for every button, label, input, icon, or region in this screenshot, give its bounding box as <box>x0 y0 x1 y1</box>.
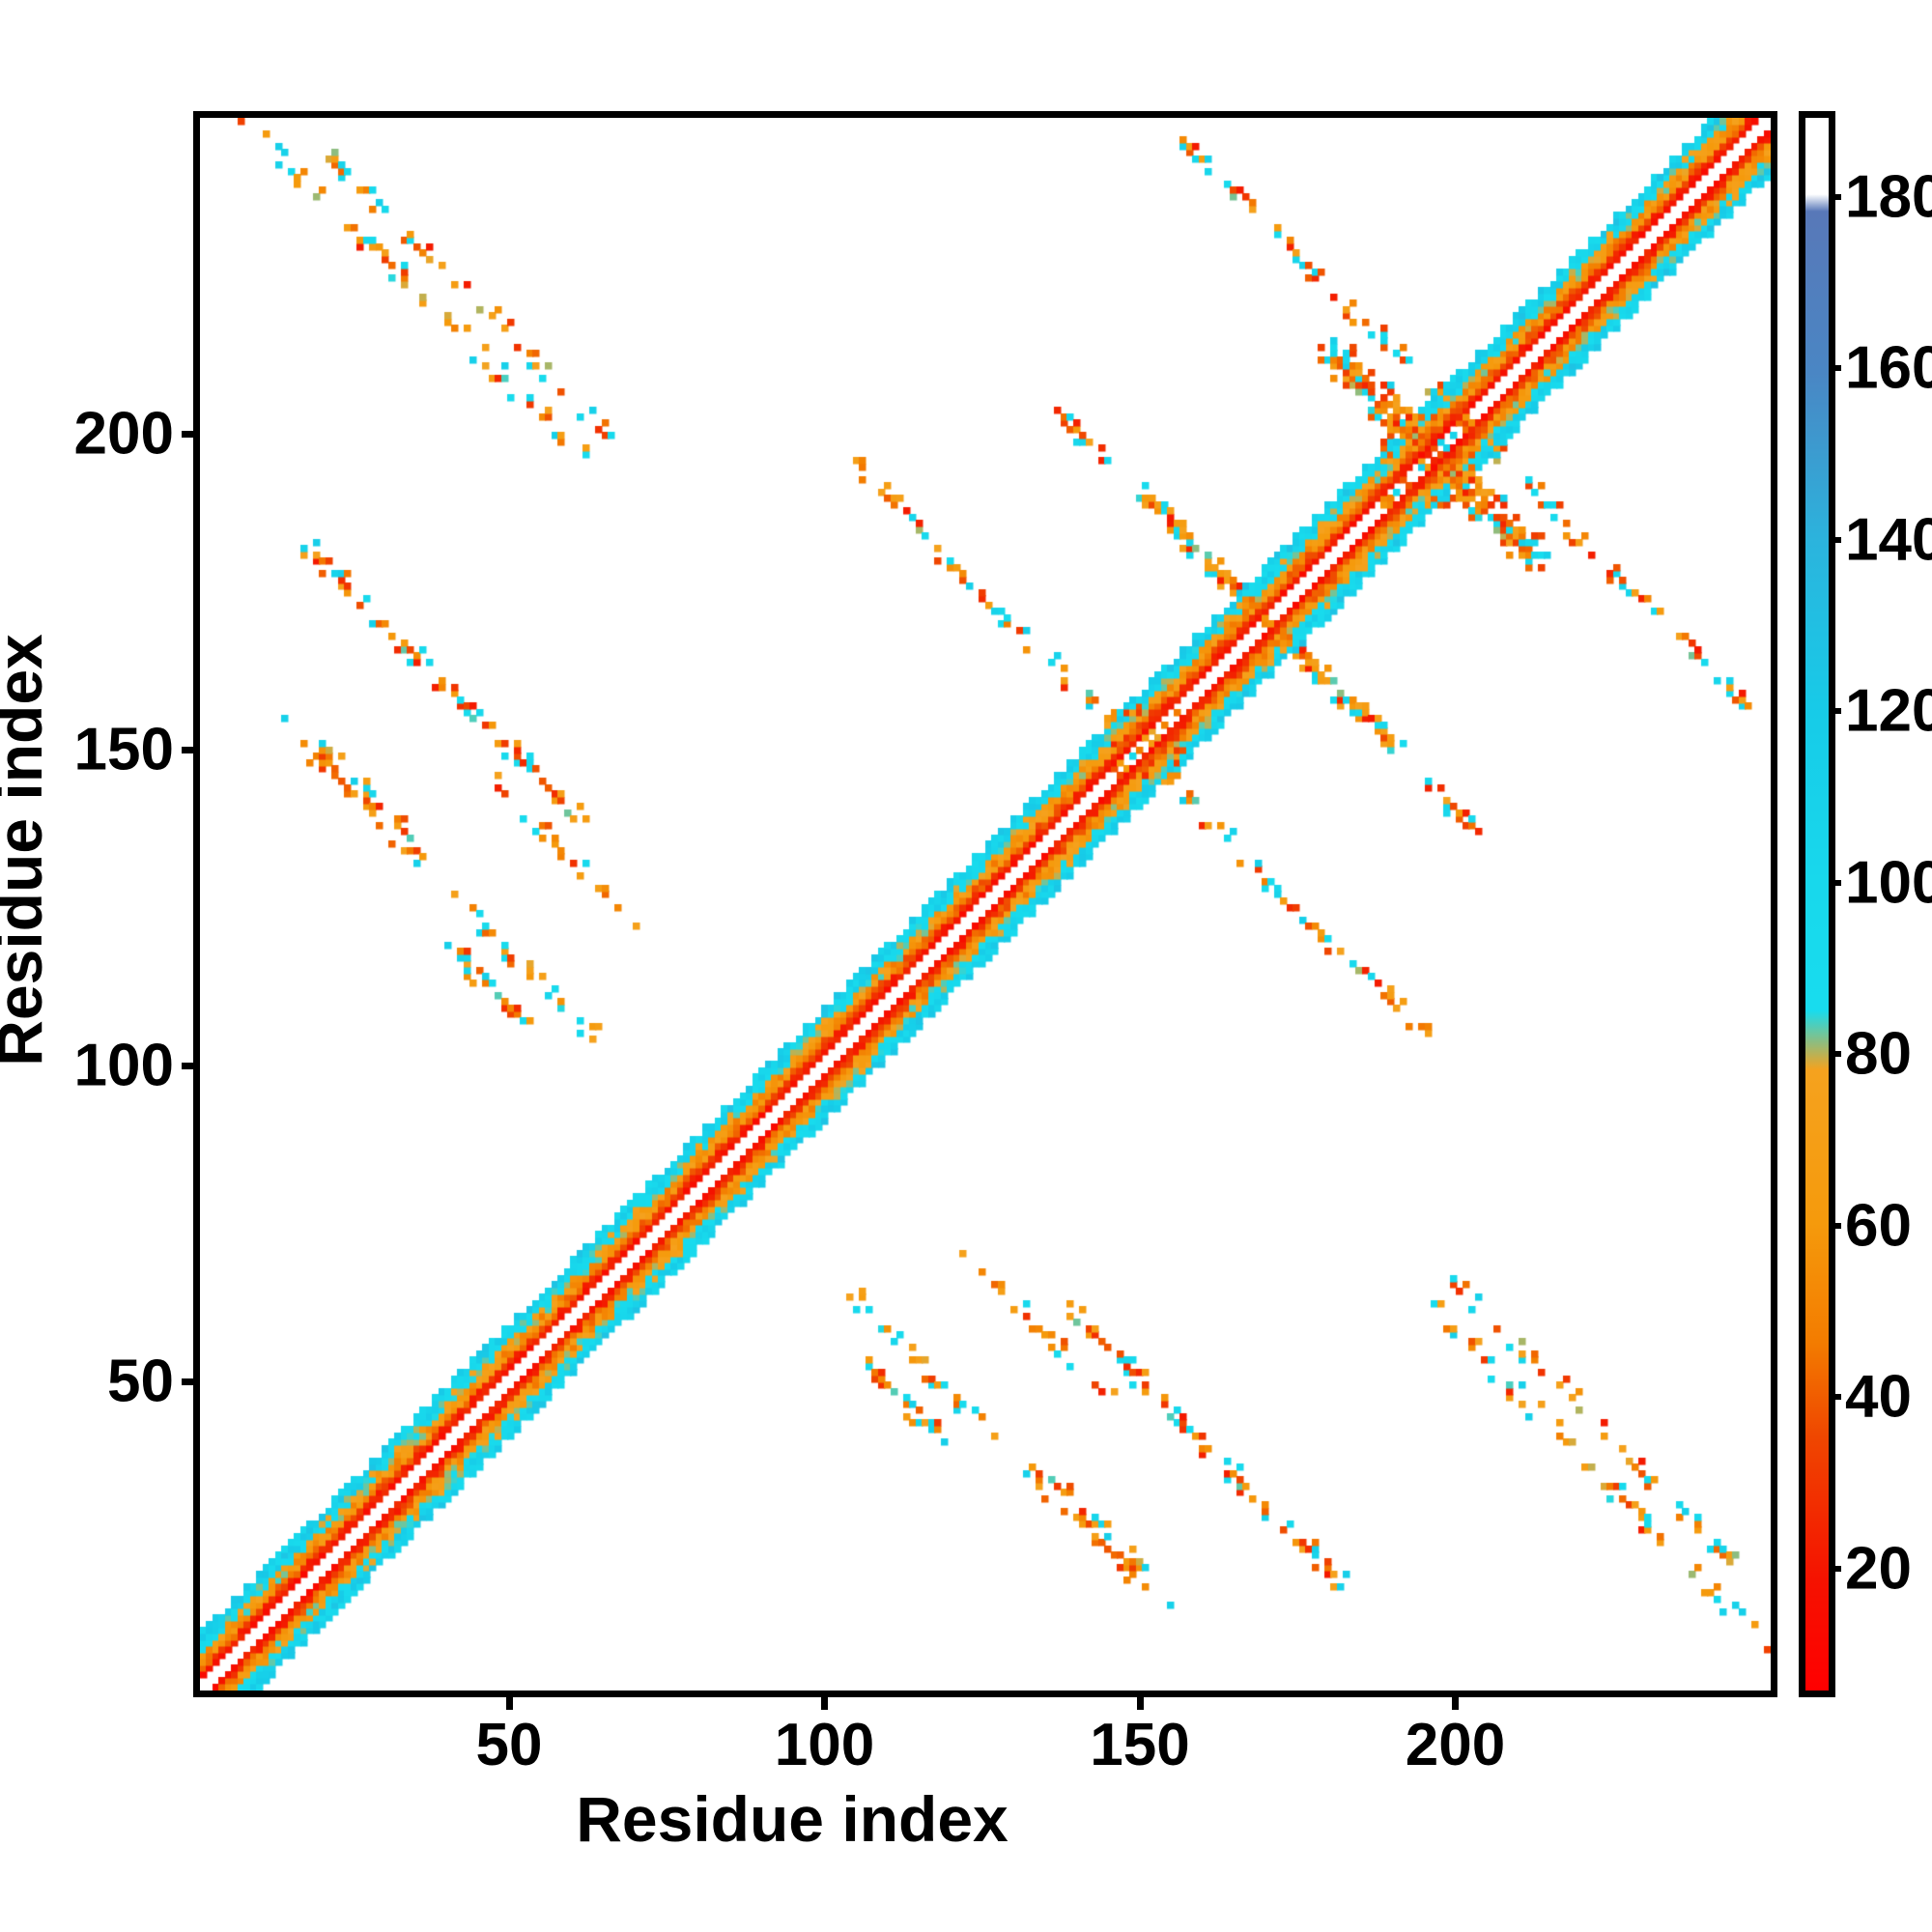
colorbar-tick <box>1829 1222 1841 1229</box>
colorbar-tick <box>1829 1394 1841 1401</box>
colorbar-tick-label: 100 <box>1845 849 1932 917</box>
colorbar-tick-label: 40 <box>1845 1363 1912 1431</box>
y-tick-label: 50 <box>107 1348 174 1415</box>
colorbar-frame <box>1799 111 1835 1697</box>
x-tick <box>821 1695 829 1710</box>
y-tick <box>182 430 196 438</box>
colorbar-tick <box>1829 1565 1841 1572</box>
colorbar-tick-label: 20 <box>1845 1535 1912 1603</box>
colorbar-tick <box>1829 1051 1841 1058</box>
y-tick <box>182 746 196 753</box>
colorbar-tick <box>1829 365 1841 372</box>
x-tick <box>1136 1695 1144 1710</box>
heatmap-plot-area <box>193 111 1777 1697</box>
colorbar-tick <box>1829 708 1841 715</box>
colorbar-tick <box>1829 193 1841 200</box>
colorbar-tick-label: 140 <box>1845 506 1932 574</box>
colorbar-gradient <box>1805 118 1829 1690</box>
y-tick-label: 100 <box>73 1032 174 1099</box>
x-tick-label: 100 <box>774 1712 875 1778</box>
x-tick-label: 150 <box>1090 1712 1190 1778</box>
x-tick <box>505 1695 513 1710</box>
colorbar <box>1799 111 1835 1697</box>
colorbar-tick-label: 180 <box>1845 163 1932 231</box>
colorbar-tick-label: 60 <box>1845 1192 1912 1260</box>
y-tick <box>182 1062 196 1069</box>
colorbar-tick <box>1829 879 1841 886</box>
colorbar-tick-label: 80 <box>1845 1020 1912 1088</box>
x-tick <box>1452 1695 1460 1710</box>
colorbar-tick <box>1829 536 1841 543</box>
x-tick-label: 50 <box>475 1712 543 1778</box>
y-axis-title: Residue index <box>0 634 55 1066</box>
colorbar-tick-label: 120 <box>1845 677 1932 745</box>
x-axis-title: Residue index <box>576 1783 1009 1855</box>
y-tick <box>182 1378 196 1385</box>
y-tick-label: 200 <box>73 400 174 468</box>
heatmap-canvas <box>200 118 1771 1690</box>
x-tick-label: 200 <box>1405 1712 1506 1778</box>
y-tick-label: 150 <box>73 716 174 783</box>
colorbar-tick-label: 160 <box>1845 334 1932 402</box>
